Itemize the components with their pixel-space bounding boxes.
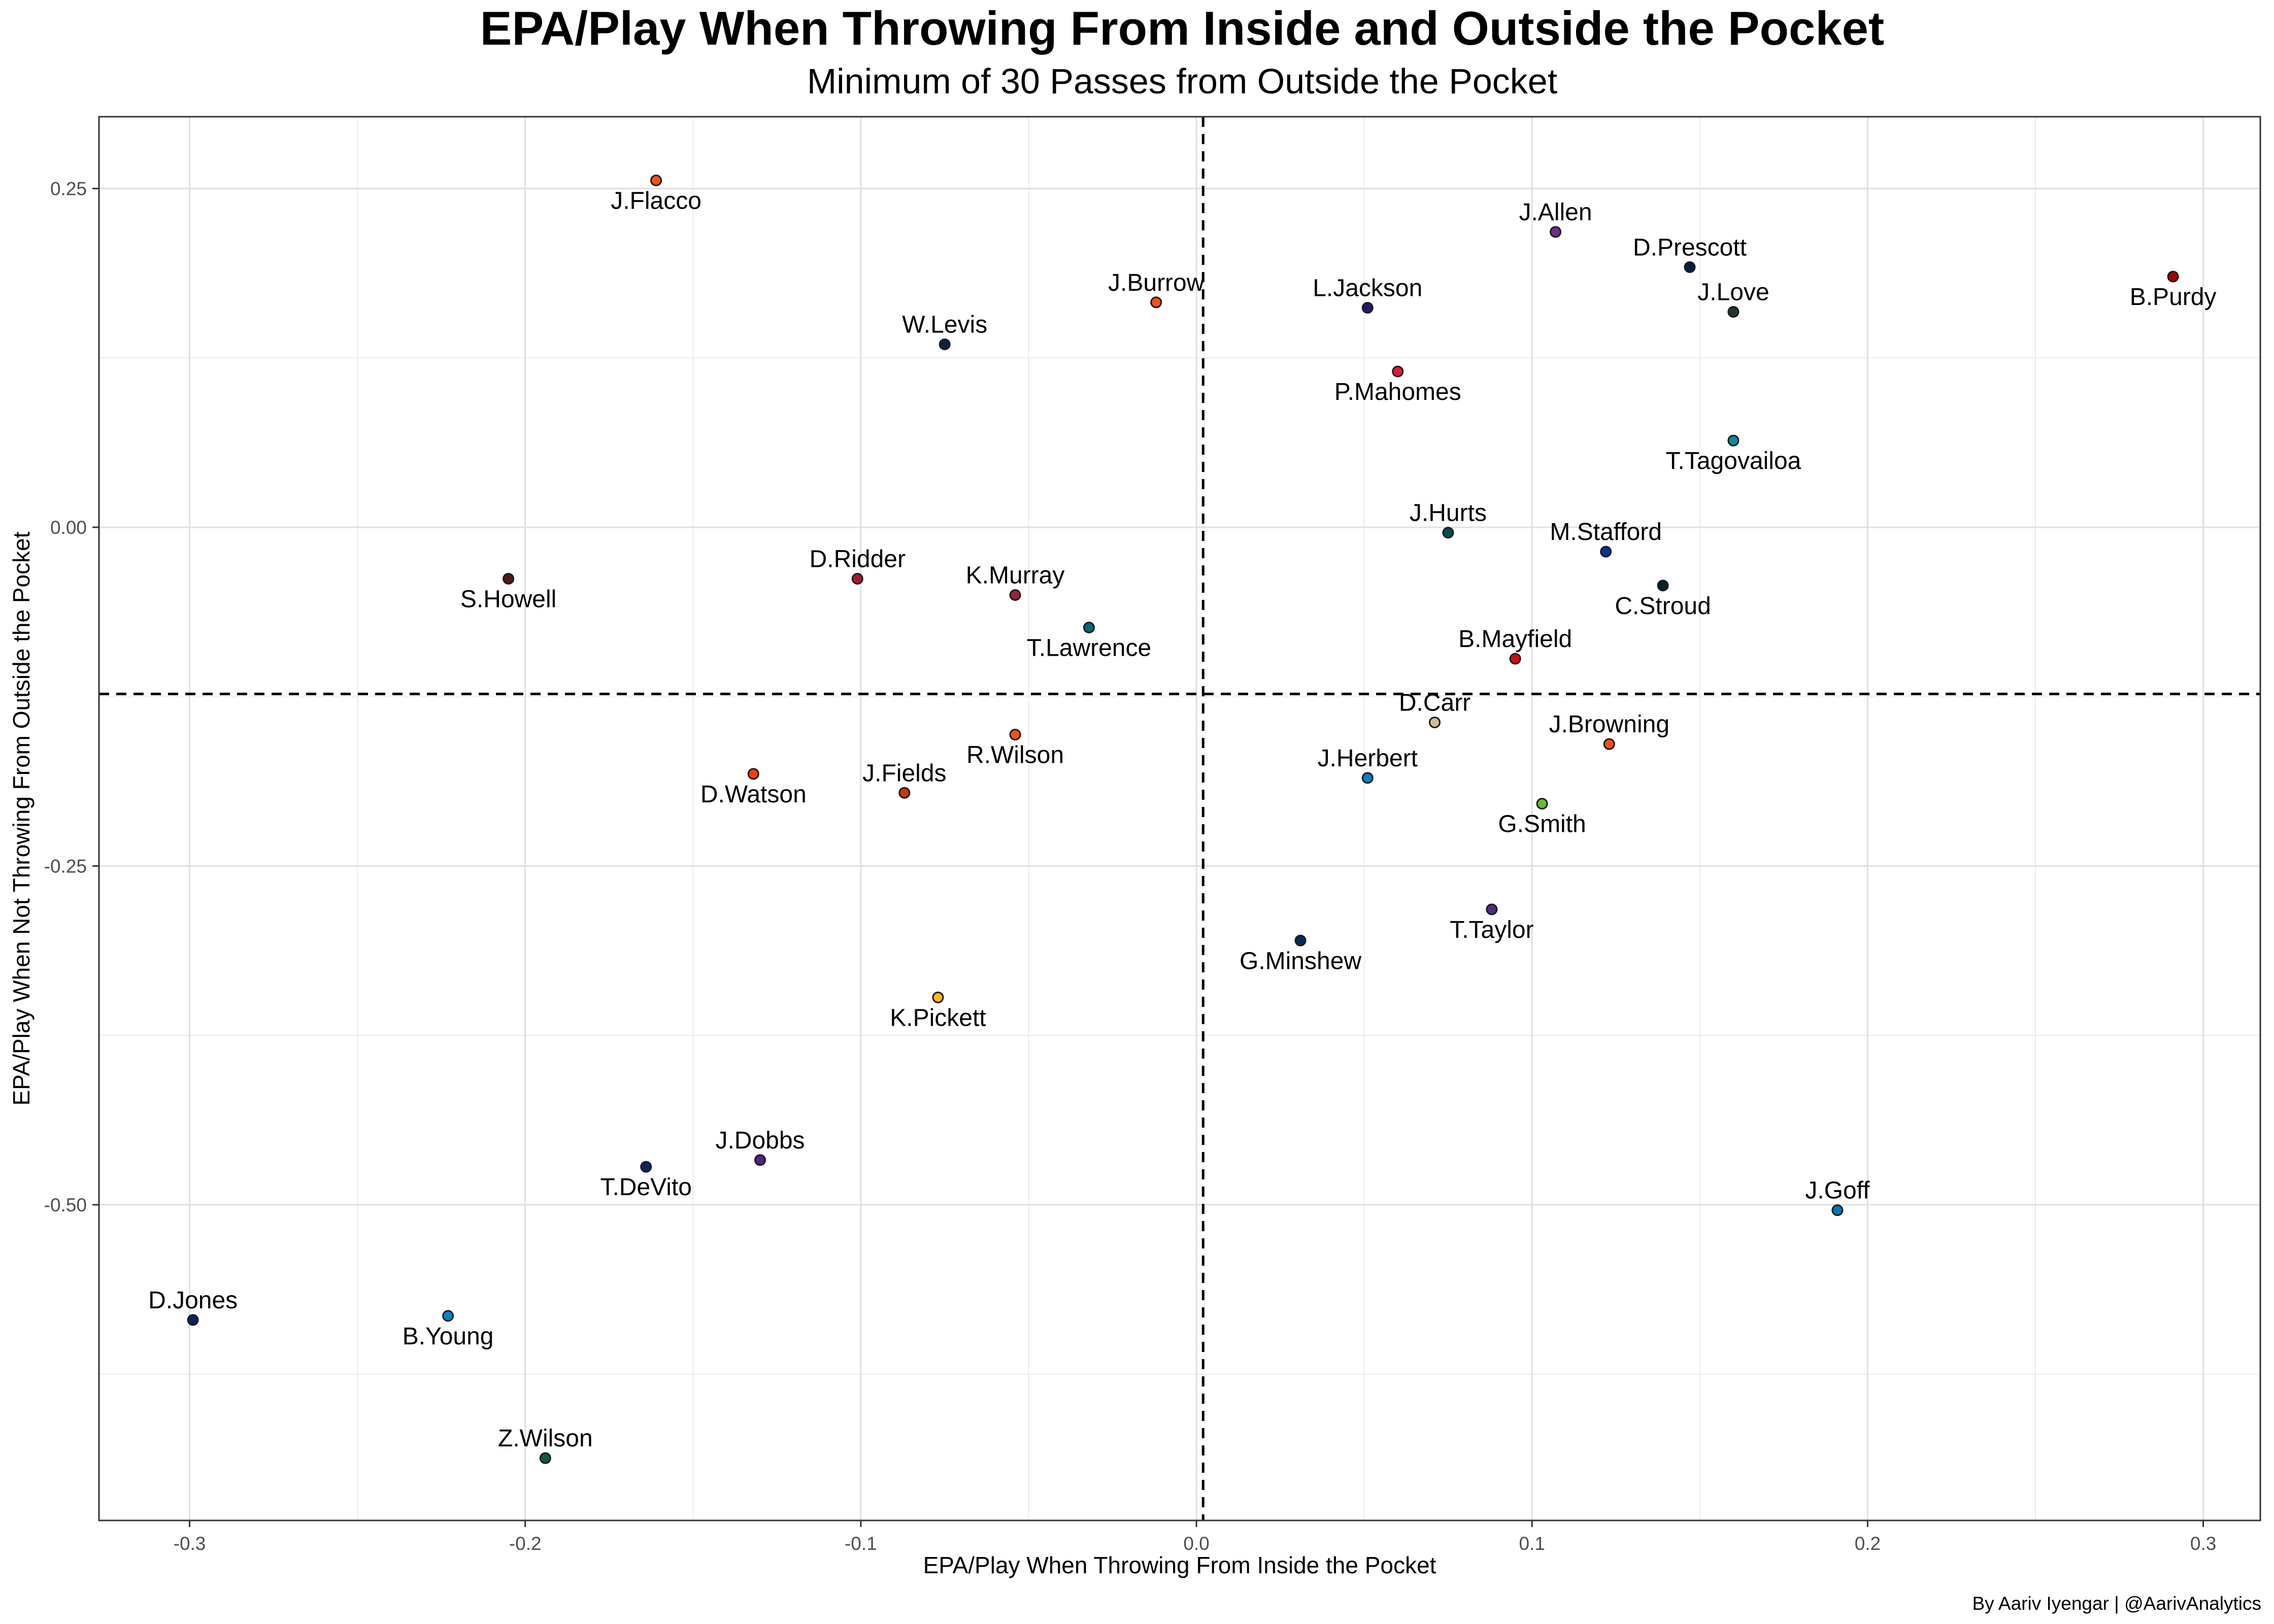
data-point [1442, 527, 1454, 539]
data-point [2167, 270, 2179, 283]
point-label: C.Stroud [1615, 593, 1711, 620]
point-label: T.Lawrence [1027, 635, 1151, 662]
data-point [932, 991, 944, 1003]
point-label: P.Mahomes [1334, 379, 1461, 405]
data-point [1536, 798, 1548, 810]
x-axis-ticks: -0.3 -0.2 -0.1 0.0 0.1 0.2 0.3 [174, 1520, 2216, 1554]
point-label: D.Watson [700, 781, 807, 808]
point-label: M.Stafford [1550, 519, 1662, 546]
data-point [898, 787, 911, 799]
point-label: L.Jackson [1313, 275, 1422, 301]
data-point [1361, 772, 1374, 784]
point-label: T.Tagovailoa [1666, 448, 1801, 475]
point-label: B.Mayfield [1458, 626, 1572, 653]
data-point [851, 572, 863, 585]
point-label: J.Fields [862, 760, 946, 787]
reference-lines [99, 117, 2260, 1520]
data-point [1428, 716, 1441, 728]
point-label: J.Dobbs [715, 1127, 805, 1154]
data-point [1083, 622, 1095, 634]
point-label: D.Carr [1399, 689, 1470, 716]
point-label: B.Purdy [2130, 284, 2217, 311]
x-axis-title: EPA/Play When Throwing From Inside the P… [923, 1552, 1436, 1578]
data-point [1550, 226, 1562, 238]
chart-caption: By Aariv Iyengar | @AarivAnalytics [1972, 1593, 2262, 1614]
plot-panel [99, 117, 2260, 1520]
point-label: B.Young [403, 1323, 494, 1350]
point-label: J.Burrow [1108, 269, 1205, 296]
point-label: R.Wilson [966, 741, 1064, 768]
point-label: Z.Wilson [498, 1425, 593, 1452]
point-label: J.Allen [1519, 199, 1592, 226]
data-point [939, 339, 951, 351]
grid-lines [99, 117, 2260, 1520]
data-point [1009, 589, 1021, 601]
point-label: D.Jones [148, 1287, 238, 1314]
data-point [747, 768, 759, 780]
data-point [1361, 301, 1374, 314]
point-label: W.Levis [902, 312, 987, 339]
point-label: J.Love [1697, 279, 1769, 306]
x-tick-label: -0.1 [845, 1533, 877, 1554]
data-point [1150, 296, 1162, 309]
x-tick-label: -0.2 [509, 1533, 542, 1554]
chart-subtitle: Minimum of 30 Passes from Outside the Po… [807, 61, 1557, 101]
point-label: G.Minshew [1240, 948, 1361, 974]
chart-title: EPA/Play When Throwing From Inside and O… [480, 2, 1884, 55]
data-point [1009, 728, 1021, 740]
data-point [1684, 261, 1696, 273]
data-point [187, 1314, 199, 1326]
x-tick-label: 0.2 [1855, 1533, 1881, 1554]
point-label: D.Ridder [810, 546, 906, 572]
data-point [1486, 903, 1498, 916]
data-point [1657, 580, 1669, 592]
data-points [187, 174, 2179, 1464]
y-tick-label: -0.50 [44, 1195, 87, 1215]
point-label: J.Flacco [611, 187, 701, 214]
point-label: J.Herbert [1318, 745, 1418, 772]
y-axis-ticks: 0.25 0.00 -0.25 -0.50 [44, 179, 99, 1215]
y-tick-label: 0.25 [50, 179, 87, 199]
data-point [754, 1154, 766, 1166]
x-tick-label: -0.3 [174, 1533, 206, 1554]
point-label: T.Taylor [1450, 917, 1533, 943]
x-tick-label: 0.1 [1519, 1533, 1545, 1554]
point-label: T.DeVito [600, 1174, 692, 1201]
data-point [1392, 365, 1404, 378]
point-label: K.Pickett [890, 1004, 986, 1031]
data-point [539, 1452, 551, 1464]
x-tick-label: 0.3 [2190, 1533, 2216, 1554]
point-label: S.Howell [460, 586, 556, 613]
point-label: J.Goff [1805, 1177, 1870, 1204]
data-point [650, 174, 662, 186]
data-point [1509, 653, 1521, 665]
data-point [1727, 434, 1740, 447]
x-tick-label: 0.0 [1183, 1533, 1209, 1554]
point-labels: J.Flacco J.Allen D.Prescott B.Purdy J.Burrow… [148, 187, 2216, 1452]
data-point [1294, 934, 1307, 946]
point-label: G.Smith [1498, 811, 1586, 838]
data-point [1603, 738, 1615, 750]
point-label: J.Browning [1549, 711, 1669, 738]
point-label: D.Prescott [1633, 234, 1747, 261]
data-point [1600, 546, 1612, 558]
point-label: K.Murray [966, 562, 1065, 589]
y-tick-label: 0.00 [50, 517, 87, 538]
plot-panel-border [98, 116, 2261, 1521]
data-point [1831, 1204, 1844, 1216]
data-point [442, 1310, 454, 1322]
y-axis-title: EPA/Play When Not Throwing From Outside … [8, 531, 35, 1105]
data-point [640, 1161, 652, 1173]
point-label: J.Hurts [1410, 500, 1487, 527]
data-point [1727, 306, 1740, 318]
data-point [503, 572, 515, 585]
y-tick-label: -0.25 [44, 856, 87, 876]
